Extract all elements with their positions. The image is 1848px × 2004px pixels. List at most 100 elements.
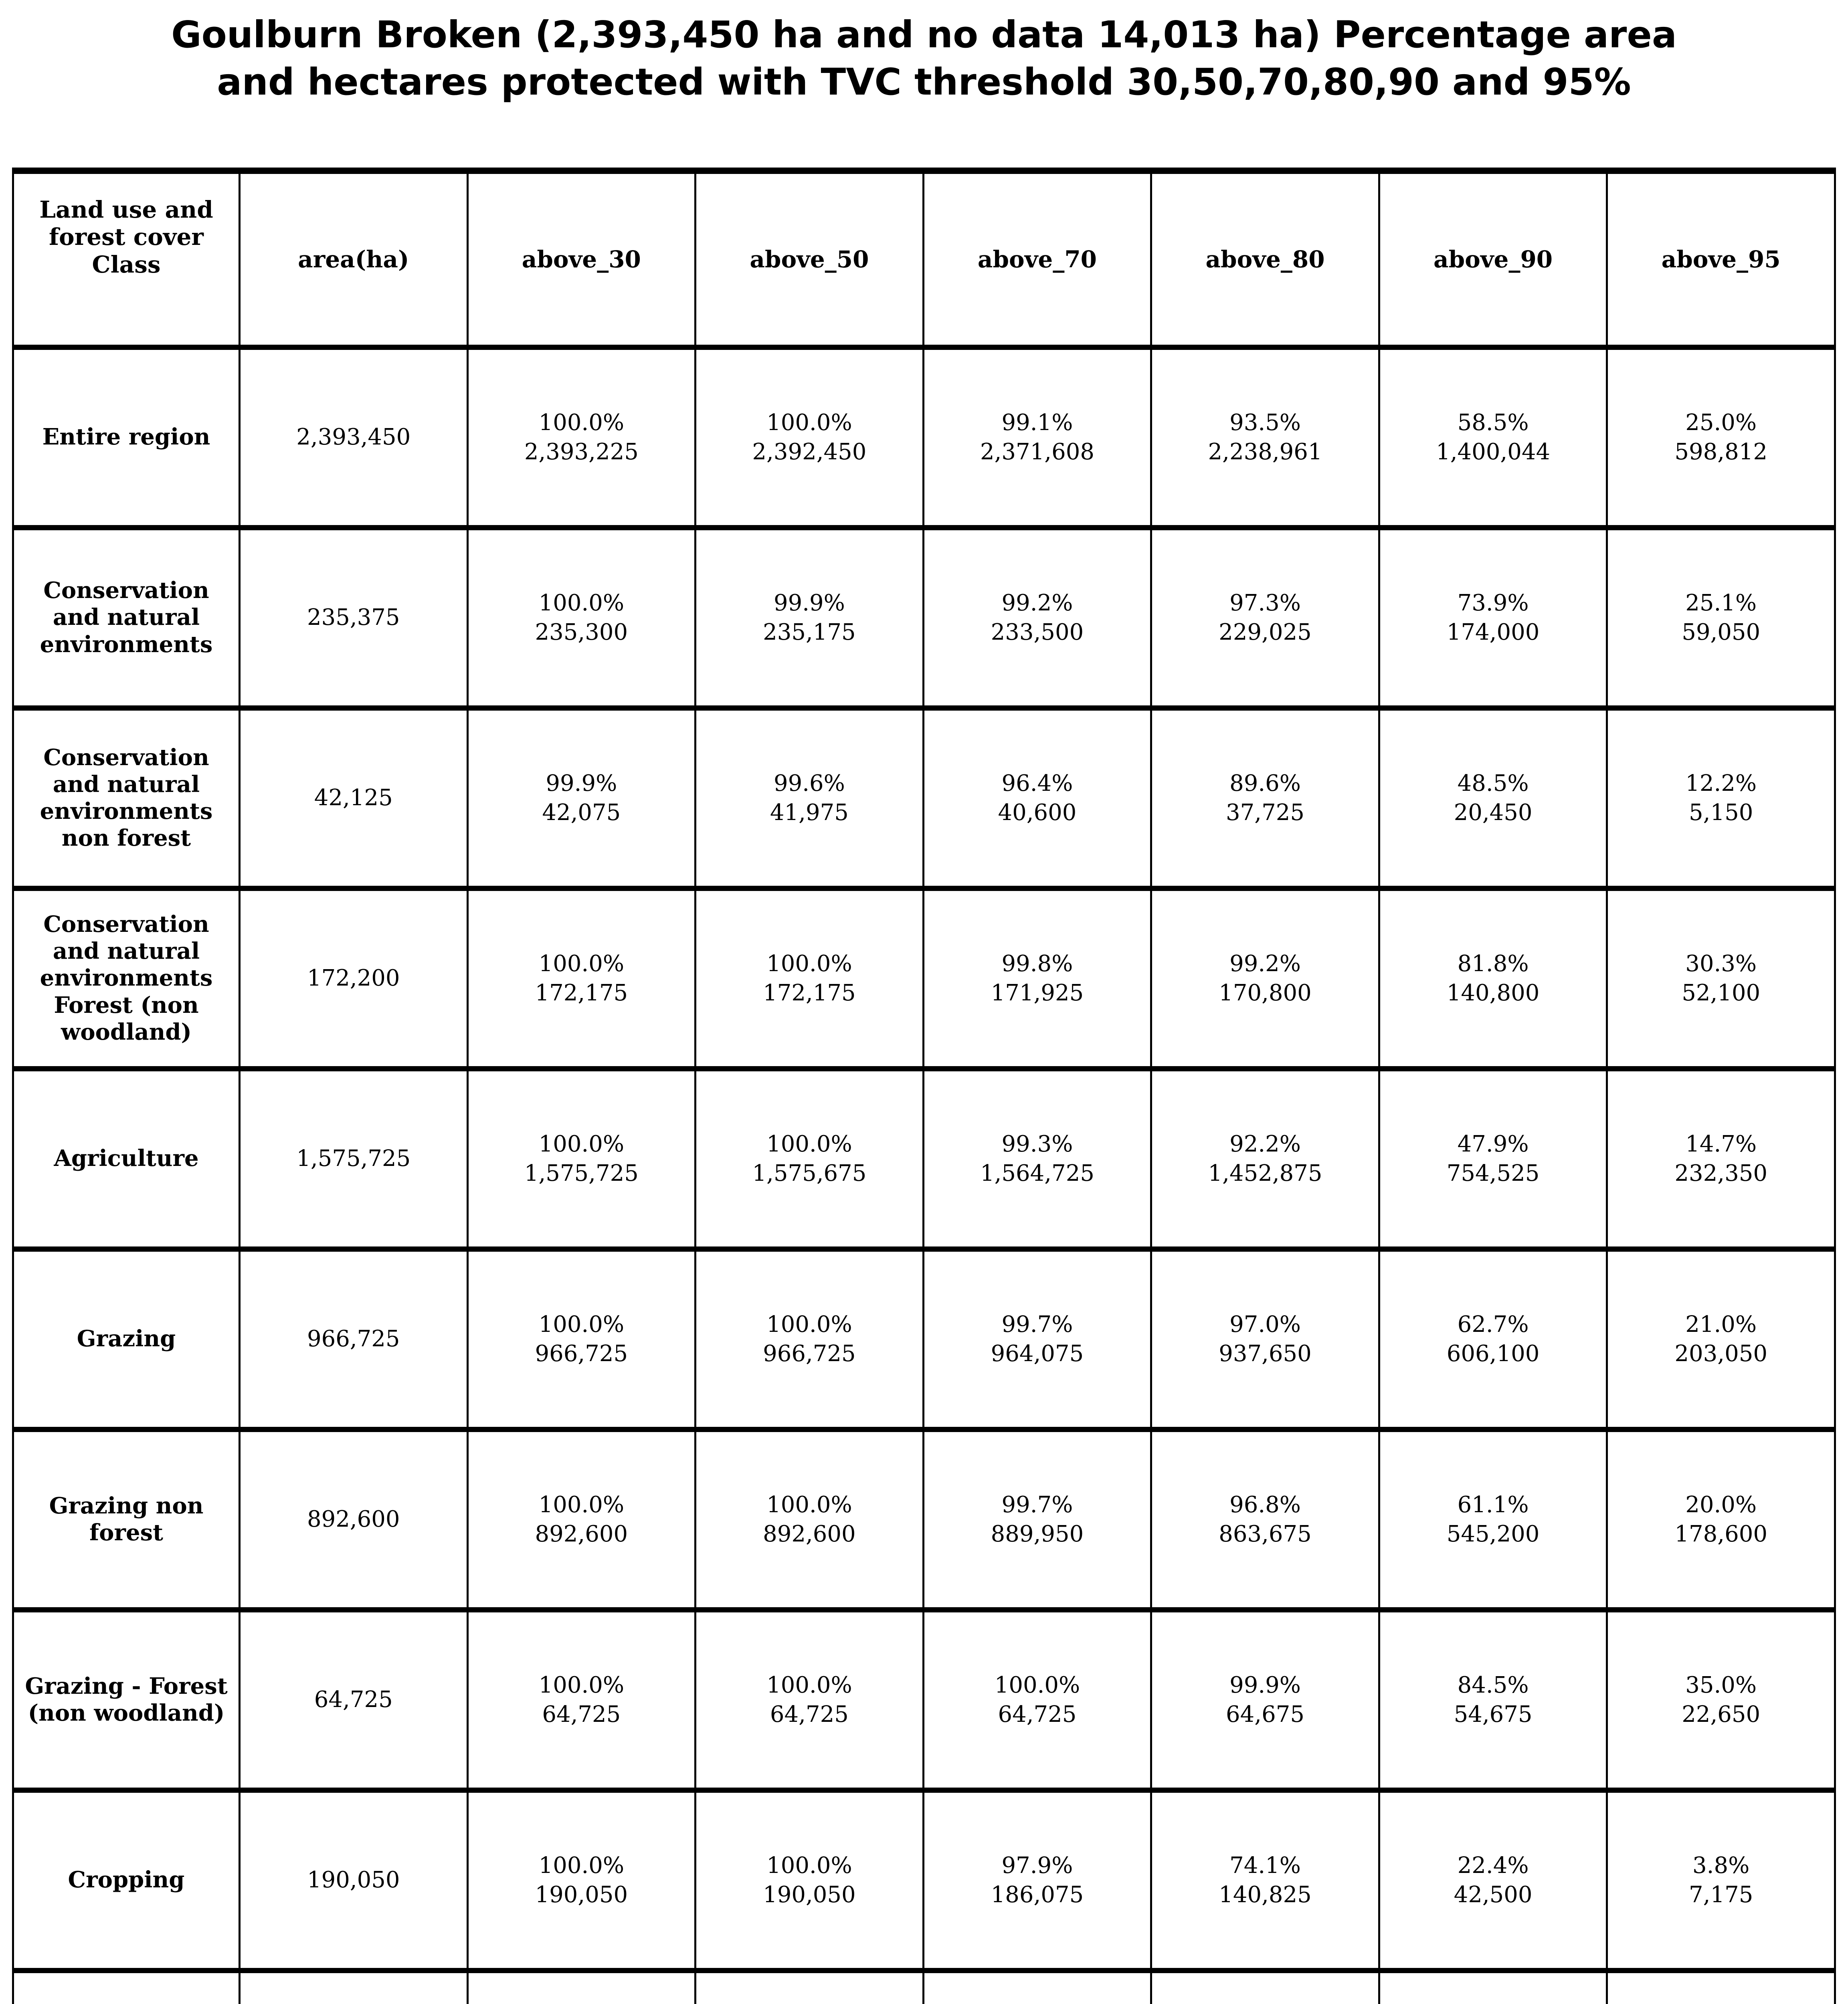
threshold-cell: 73.9% 174,000 — [1378, 525, 1607, 708]
column-header-above-95: above_95 — [1606, 168, 1835, 347]
row-label: Grazing — [12, 1246, 240, 1429]
percent-value: 97.3% — [1229, 590, 1301, 616]
threshold-cell: 100.0% 172,175 — [466, 885, 696, 1069]
threshold-cell: 48.5% 20,450 — [1378, 705, 1607, 888]
threshold-cell: 100.0% 1,575,725 — [466, 1066, 696, 1249]
hectares-value: 1,452,875 — [1208, 1160, 1322, 1186]
threshold-cell: 99.9% 64,675 — [1150, 1607, 1379, 1790]
percent-value: 89.6% — [1229, 770, 1301, 796]
title-line-1: Goulburn Broken (2,393,450 ha and no dat… — [171, 13, 1677, 56]
hectares-value: 40,600 — [998, 800, 1077, 826]
threshold-cell: 100.0% 172,175 — [694, 885, 924, 1069]
hectares-value: 41,975 — [770, 800, 849, 826]
threshold-cell: 99.9% 42,075 — [466, 705, 696, 888]
hectares-value: 235,300 — [535, 619, 628, 645]
threshold-cell: 97.3% 229,025 — [1150, 525, 1379, 708]
threshold-cell: 47.9% 754,525 — [1378, 1066, 1607, 1249]
hectares-value: 754,525 — [1446, 1160, 1540, 1186]
threshold-cell: 99.3% 1,564,725 — [922, 1066, 1151, 1249]
percent-value: 84.5% — [1457, 1672, 1529, 1698]
hectares-value: 863,675 — [1219, 1521, 1312, 1547]
threshold-cell: 98.9%402,325 — [922, 1968, 1151, 2004]
hectares-value: 52,100 — [1682, 980, 1761, 1006]
hectares-value: 232,350 — [1674, 1160, 1767, 1186]
threshold-cell: 100.0% 64,725 — [922, 1607, 1151, 1790]
table-row: Grazing - Forest (non woodland) 64,725 100… — [12, 1607, 1835, 1790]
percent-value: 3.8% — [1692, 1852, 1750, 1879]
table-container: Land use and forest cover Class area(ha)… — [12, 168, 1836, 2004]
percent-value: 96.8% — [1229, 1491, 1301, 1518]
area-ha-value: 172,200 — [239, 885, 468, 1069]
column-header-above-50: above_50 — [694, 168, 924, 347]
percent-value: 99.9% — [773, 590, 845, 616]
area-ha-value: 42,125 — [239, 705, 468, 888]
hectares-value: 606,100 — [1446, 1341, 1540, 1367]
hectares-value: 170,800 — [1219, 980, 1312, 1006]
area-ha-value: 1,575,725 — [239, 1066, 468, 1249]
page-title: Goulburn Broken (2,393,450 ha and no dat… — [0, 0, 1848, 106]
hectares-value: 64,725 — [770, 1701, 849, 1727]
hectares-value: 1,564,725 — [980, 1160, 1094, 1186]
threshold-cell: 25.1% 59,050 — [1606, 525, 1835, 708]
threshold-cell: 21.0% 203,050 — [1606, 1246, 1835, 1429]
threshold-cell: 3.8% 7,175 — [1606, 1787, 1835, 1970]
threshold-cell: 89.6% 37,725 — [1150, 705, 1379, 888]
hectares-value: 889,950 — [991, 1521, 1084, 1547]
hectares-value: 2,392,450 — [752, 439, 867, 465]
percent-value: 25.1% — [1685, 590, 1757, 616]
percent-value: 73.9% — [1457, 590, 1529, 616]
hectares-value: 178,600 — [1674, 1521, 1767, 1547]
percent-value: 62.7% — [1457, 1311, 1529, 1337]
hectares-value: 37,725 — [1226, 800, 1304, 826]
hectares-value: 64,675 — [1226, 1701, 1304, 1727]
threshold-cell: 99.1% 2,371,608 — [922, 344, 1151, 527]
table-row: Grazing 966,725 100.0% 966,725 100.0% 966,725… — [12, 1246, 1835, 1429]
threshold-cell: 100.0%406,625 — [694, 1968, 924, 2004]
table-row: Conservation and natural environments Fo… — [12, 885, 1835, 1069]
threshold-cell: 24.2%98,350 — [1378, 1968, 1607, 2004]
threshold-cell: 97.0% 937,650 — [1150, 1246, 1379, 1429]
threshold-cell: 35.0% 22,650 — [1606, 1607, 1835, 1790]
table-row: Cropping 190,050 100.0% 190,050 100.0% 190,05… — [12, 1787, 1835, 1970]
hectares-value: 5,150 — [1689, 800, 1753, 826]
column-header-above-70: above_70 — [922, 168, 1151, 347]
percent-value: 35.0% — [1685, 1672, 1757, 1698]
threshold-cell: 100.0% 892,600 — [466, 1426, 696, 1610]
table-header-row: Land use and forest cover Class area(ha)… — [12, 168, 1835, 347]
percent-value: 100.0% — [766, 1131, 852, 1157]
row-label: Cropping — [12, 1787, 240, 1970]
threshold-cell: 25.0% 598,812 — [1606, 344, 1835, 527]
threshold-cell: 89.2%362,850 — [1150, 1968, 1379, 2004]
percent-value: 99.1% — [1001, 409, 1073, 436]
hectares-value: 1,400,044 — [1436, 439, 1551, 465]
threshold-cell: 99.2% 233,500 — [922, 525, 1151, 708]
threshold-cell: 61.1% 545,200 — [1378, 1426, 1607, 1610]
threshold-cell: 100.0% 892,600 — [694, 1426, 924, 1610]
hectares-value: 233,500 — [991, 619, 1084, 645]
hectares-value: 964,075 — [991, 1341, 1084, 1367]
hectares-value: 2,393,225 — [524, 439, 639, 465]
percent-value: 30.3% — [1685, 950, 1757, 977]
percent-value: 21.0% — [1685, 1311, 1757, 1337]
hectares-value: 892,600 — [763, 1521, 856, 1547]
hectares-value: 172,175 — [535, 980, 628, 1006]
hectares-value: 229,025 — [1219, 619, 1312, 645]
hectares-value: 64,725 — [542, 1701, 621, 1727]
table-row: Conservation and natural environments no… — [12, 705, 1835, 888]
percent-value: 61.1% — [1457, 1491, 1529, 1518]
hectares-value: 892,600 — [535, 1521, 628, 1547]
percent-value: 48.5% — [1457, 770, 1529, 796]
percent-value: 100.0% — [538, 1131, 625, 1157]
threshold-cell: 99.7% 889,950 — [922, 1426, 1151, 1610]
percent-value: 99.6% — [773, 770, 845, 796]
table-row: Irrigation406,675100.0%406,675100.0%406,… — [12, 1968, 1835, 2004]
percent-value: 96.4% — [1001, 770, 1073, 796]
threshold-cell: 22.4% 42,500 — [1378, 1787, 1607, 1970]
row-label: Conservation and natural environments no… — [12, 705, 240, 888]
hectares-value: 2,371,608 — [980, 439, 1094, 465]
row-label: Conservation and natural environments — [12, 525, 240, 708]
hectares-value: 59,050 — [1682, 619, 1761, 645]
percent-value: 99.2% — [1229, 950, 1301, 977]
threshold-cell: 100.0% 966,725 — [694, 1246, 924, 1429]
threshold-cell: 100.0% 966,725 — [466, 1246, 696, 1429]
